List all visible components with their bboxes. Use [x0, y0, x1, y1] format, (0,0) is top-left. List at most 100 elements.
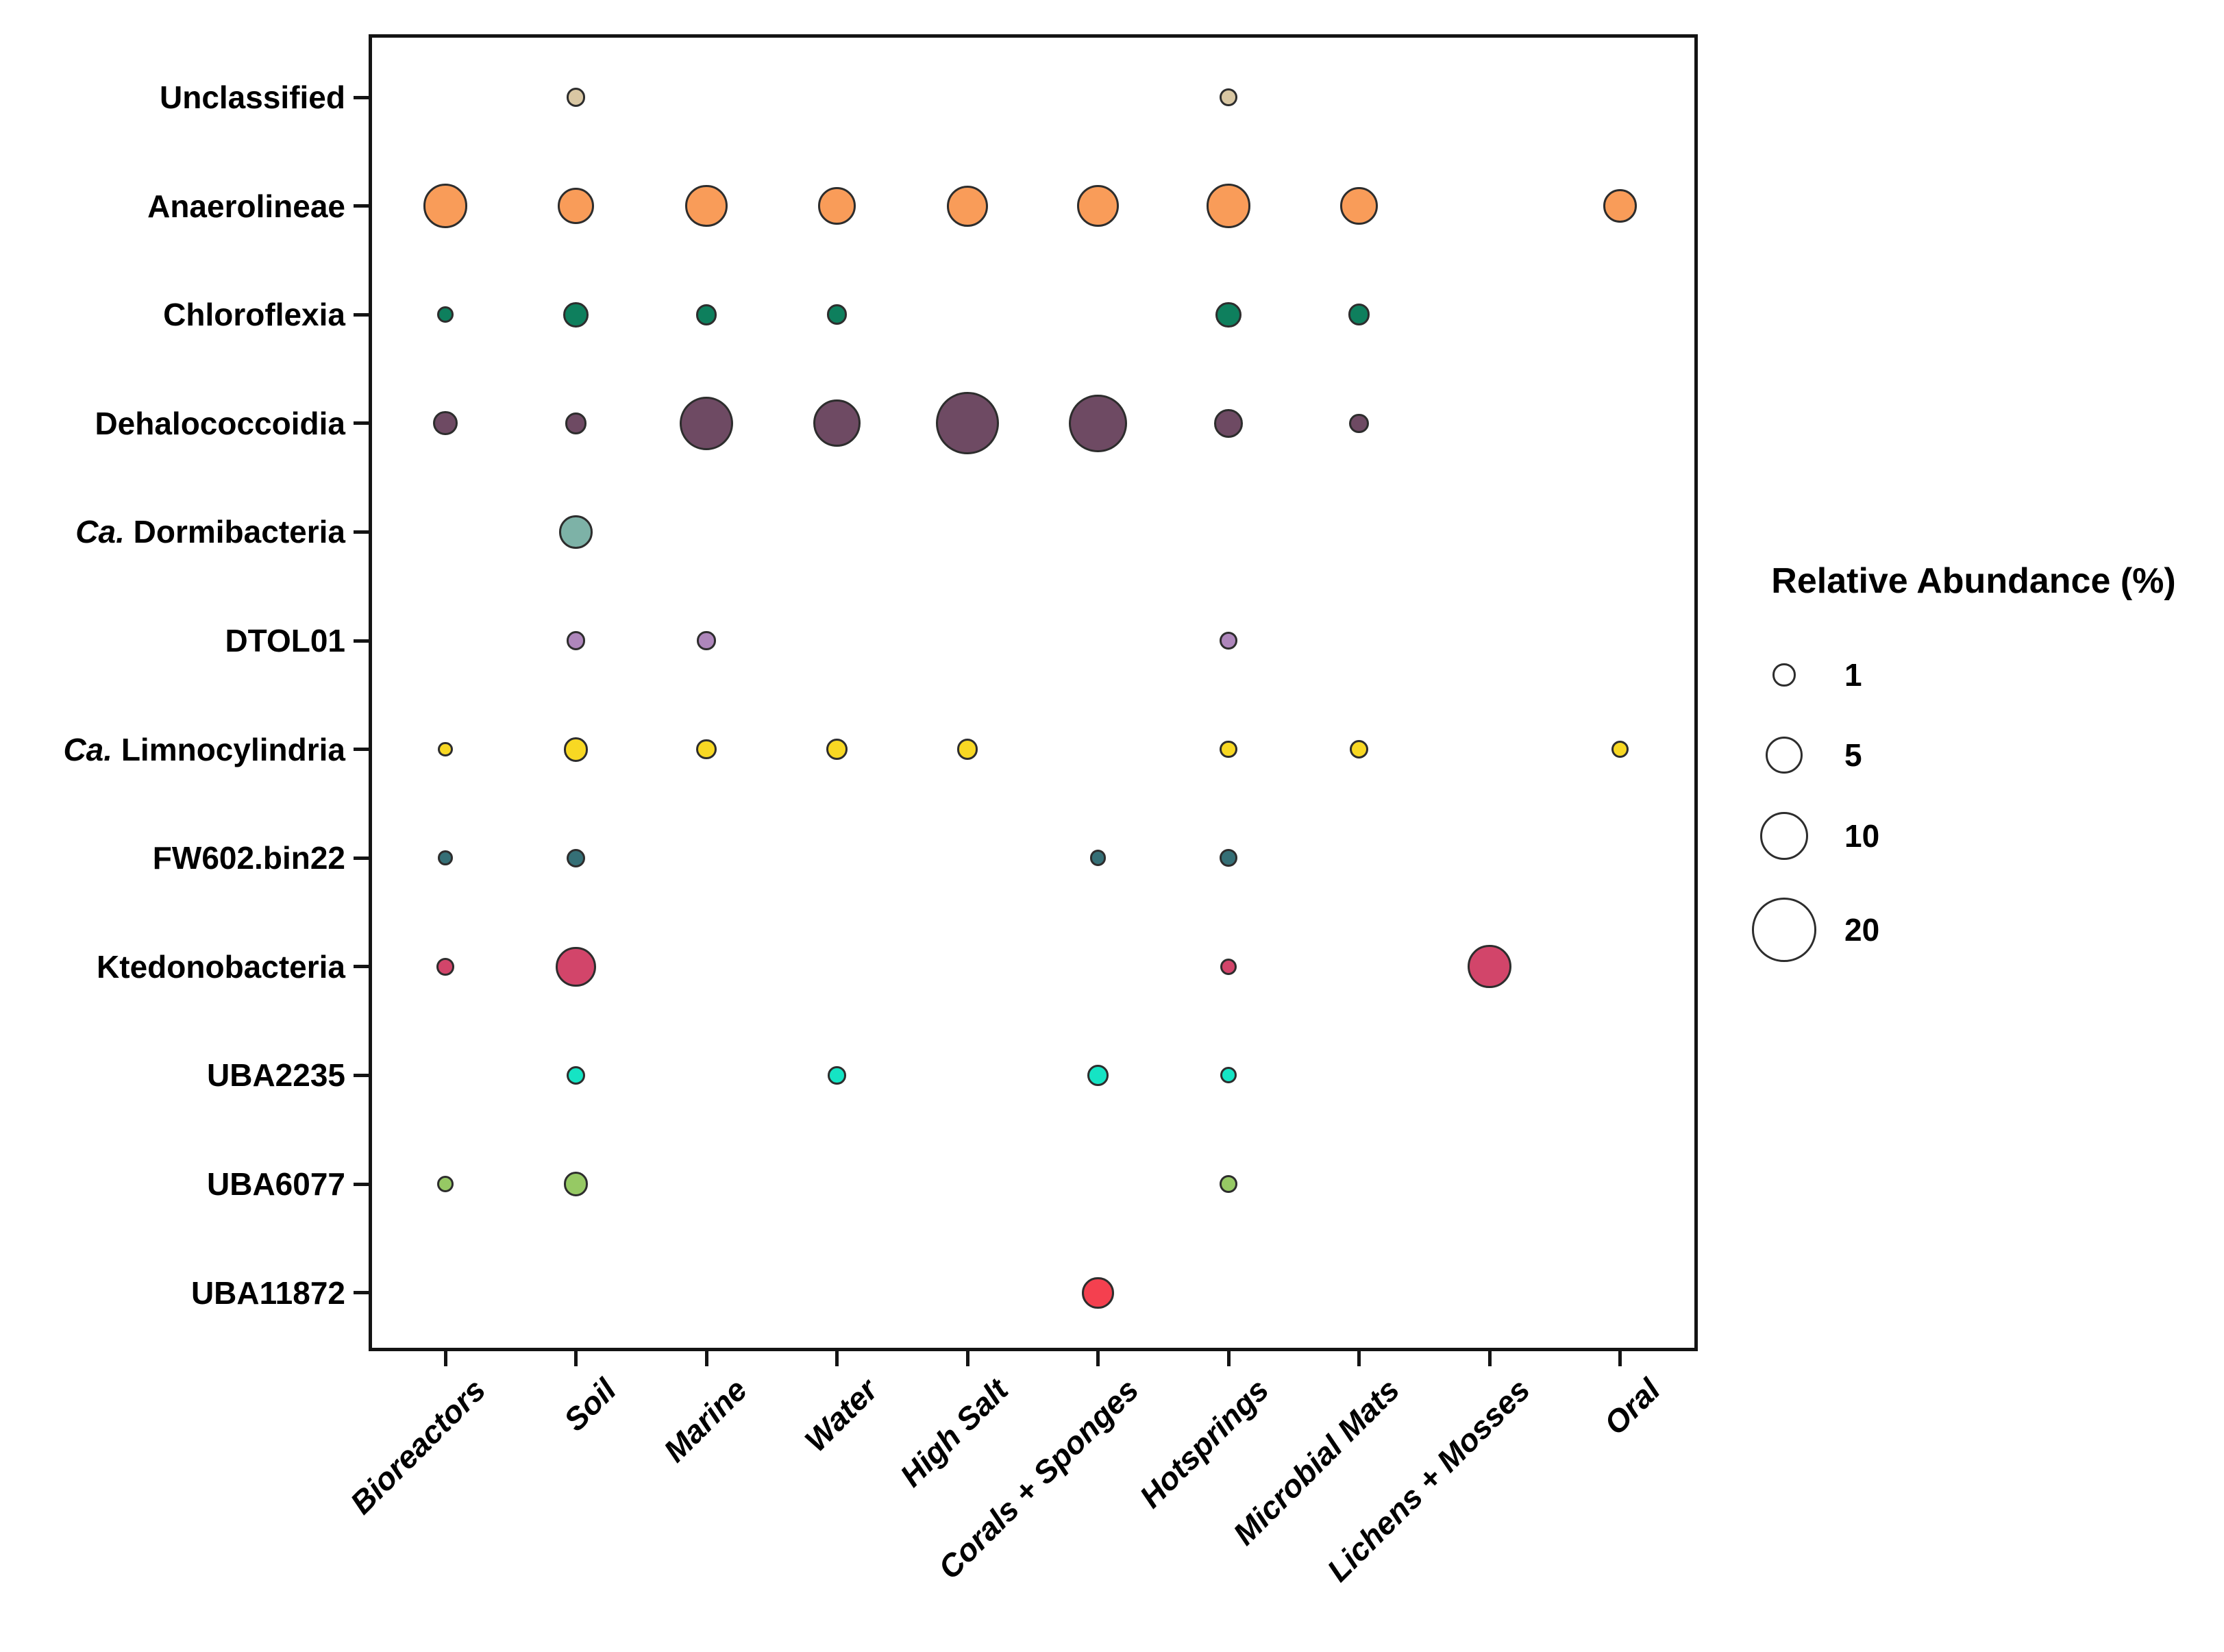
y-tick	[354, 312, 369, 317]
bubble	[1214, 408, 1243, 438]
y-axis-label: UBA11872	[190, 1274, 345, 1311]
plot-area	[369, 34, 1698, 1351]
bubble	[936, 392, 999, 455]
bubble	[566, 1065, 586, 1085]
legend-size-label: 20	[1844, 912, 1880, 948]
bubble	[1076, 184, 1120, 227]
legend-size-circle	[1759, 811, 1809, 861]
x-axis-label: Hotsprings	[1133, 1372, 1276, 1515]
bubble	[1220, 849, 1237, 867]
x-tick	[443, 1351, 447, 1366]
bubble	[1087, 1065, 1109, 1086]
bubble	[956, 739, 978, 760]
legend-size-circle	[1765, 736, 1803, 774]
bubble	[556, 946, 596, 987]
y-tick	[354, 965, 369, 969]
bubble	[436, 957, 454, 976]
y-axis-label: DTOL01	[225, 623, 345, 658]
y-axis-label: UBA2235	[207, 1057, 345, 1094]
bubble	[946, 185, 989, 227]
bubble	[558, 188, 594, 224]
bubble	[437, 1176, 454, 1192]
bubble	[1603, 189, 1637, 223]
y-axis-label-italic-prefix: Ca.	[63, 731, 113, 767]
bubble	[563, 737, 589, 762]
y-tick	[354, 421, 369, 426]
bubble	[813, 399, 861, 447]
bubble	[1215, 301, 1241, 328]
x-tick	[574, 1351, 578, 1366]
x-axis-label: Bioreactors	[343, 1372, 493, 1521]
bubble	[818, 187, 856, 225]
x-tick	[965, 1351, 969, 1366]
bubble	[1611, 740, 1629, 759]
bubble	[565, 412, 587, 434]
bubble	[433, 411, 458, 436]
y-axis-label: Ca. Dormibacteria	[75, 514, 345, 550]
x-tick	[1618, 1351, 1622, 1366]
y-axis-label: Chloroflexia	[163, 297, 345, 333]
x-tick	[704, 1351, 708, 1366]
y-tick	[354, 1182, 369, 1186]
legend-size-circle	[1752, 898, 1816, 962]
bubble	[679, 396, 734, 450]
y-tick	[354, 1073, 369, 1077]
y-axis-label: FW602.bin22	[152, 840, 345, 876]
bubble	[696, 739, 717, 760]
y-tick	[354, 856, 369, 860]
y-tick	[354, 204, 369, 208]
bubble	[1340, 187, 1378, 225]
bubble	[566, 848, 586, 867]
bubble	[1468, 945, 1511, 989]
y-tick	[354, 530, 369, 534]
x-axis-label: Soil	[556, 1372, 623, 1438]
x-tick	[1226, 1351, 1231, 1366]
x-axis-label: Oral	[1597, 1372, 1668, 1442]
y-axis-label: Ktedonobacteria	[97, 948, 345, 985]
bubble	[438, 850, 453, 866]
bubble	[1220, 958, 1237, 975]
legend-size-label: 1	[1844, 657, 1862, 693]
x-tick	[1357, 1351, 1361, 1366]
y-axis-label: Ca. Limnocylindria	[63, 731, 345, 767]
bubble	[1089, 850, 1107, 867]
bubble	[566, 631, 586, 650]
y-axis-label: Dehalococcoidia	[95, 405, 345, 441]
bubble	[438, 741, 453, 757]
y-axis-label: Unclassified	[160, 79, 345, 115]
bubble	[423, 184, 468, 229]
x-axis-label: Marine	[656, 1372, 754, 1469]
bubble	[1069, 394, 1127, 452]
legend-title: Relative Abundance (%)	[1771, 561, 2176, 601]
y-axis-label-italic-prefix: Ca.	[75, 514, 125, 550]
bubble	[437, 306, 454, 323]
bubble	[1220, 1175, 1237, 1193]
bubble	[1220, 88, 1237, 106]
y-tick	[354, 748, 369, 752]
bubble	[1220, 740, 1237, 759]
y-axis-label: Anaerolineae	[147, 188, 345, 224]
x-axis-label: High Salt	[893, 1372, 1015, 1494]
bubble	[1220, 632, 1237, 650]
bubble	[1349, 740, 1369, 759]
legend-size-circle	[1772, 663, 1796, 687]
bubble	[1206, 184, 1251, 229]
x-axis-label: Water	[797, 1372, 885, 1459]
bubble	[563, 301, 589, 328]
bubble	[1220, 1067, 1237, 1084]
bubble	[826, 739, 848, 760]
bubble	[1348, 304, 1370, 326]
bubble	[826, 304, 848, 325]
bubble	[697, 631, 716, 650]
y-axis-label: UBA6077	[207, 1166, 345, 1202]
legend-size-label: 5	[1844, 737, 1862, 773]
y-tick	[354, 95, 369, 99]
x-tick	[1487, 1351, 1492, 1366]
bubble	[563, 1172, 589, 1196]
bubble	[828, 1066, 846, 1085]
y-tick	[354, 639, 369, 643]
bubble	[1082, 1277, 1114, 1309]
bubble	[1349, 413, 1369, 434]
legend-size-label: 10	[1844, 818, 1880, 854]
